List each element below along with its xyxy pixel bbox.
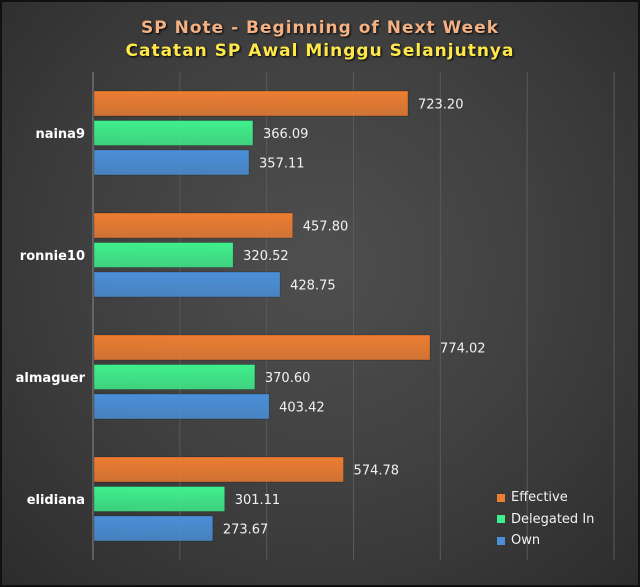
bar-own-elidiana <box>93 515 214 542</box>
chart-title: SP Note - Beginning of Next Week <box>140 18 500 38</box>
legend-swatch-delegated-in <box>497 515 505 524</box>
bar-delegated-in-ronnie10 <box>93 242 234 268</box>
bar-delegated-in-elidiana <box>93 486 226 512</box>
value-label-own-naina9: 357.11 <box>259 157 305 172</box>
legend-item-own: Own <box>497 530 594 552</box>
legend-swatch-own <box>497 536 505 545</box>
legend-item-effective: Effective <box>497 487 594 509</box>
bar-own-ronnie10 <box>93 271 281 298</box>
bar-delegated-in-naina9 <box>93 120 254 146</box>
bar-own-naina9 <box>93 149 250 176</box>
category-label-elidiana: elidiana <box>27 493 85 508</box>
bar-own-almaguer <box>93 393 270 420</box>
bar-effective-almaguer <box>93 334 431 361</box>
legend-item-delegated-in: Delegated In <box>497 509 594 531</box>
value-label-delegated-in-ronnie10: 320.52 <box>243 249 289 264</box>
category-label-ronnie10: ronnie10 <box>20 249 85 264</box>
value-label-delegated-in-elidiana: 301.11 <box>235 493 281 508</box>
bar-delegated-in-almaguer <box>93 364 256 390</box>
chart-legend: Effective Delegated In Own <box>497 487 594 552</box>
legend-label-effective: Effective <box>511 490 568 506</box>
value-label-delegated-in-almaguer: 370.60 <box>265 371 311 386</box>
legend-label-delegated-in: Delegated In <box>511 511 595 527</box>
value-label-own-almaguer: 403.42 <box>279 401 325 416</box>
category-label-naina9: naina9 <box>35 127 85 142</box>
bar-effective-elidiana <box>93 456 344 483</box>
value-label-effective-naina9: 723.20 <box>418 98 464 113</box>
bar-effective-ronnie10 <box>93 212 294 239</box>
value-label-own-ronnie10: 428.75 <box>290 279 336 294</box>
legend-label-own: Own <box>511 533 541 549</box>
category-label-almaguer: almaguer <box>16 371 86 386</box>
legend-swatch-effective <box>497 493 505 502</box>
chart-subtitle: Catatan SP Awal Minggu Selanjutnya <box>125 41 515 61</box>
bar-effective-naina9 <box>93 90 409 117</box>
value-label-effective-elidiana: 574.78 <box>354 464 400 479</box>
value-label-effective-ronnie10: 457.80 <box>303 220 349 235</box>
value-label-effective-almaguer: 774.02 <box>440 342 486 357</box>
value-label-own-elidiana: 273.67 <box>223 523 269 538</box>
value-label-delegated-in-naina9: 366.09 <box>263 127 309 142</box>
